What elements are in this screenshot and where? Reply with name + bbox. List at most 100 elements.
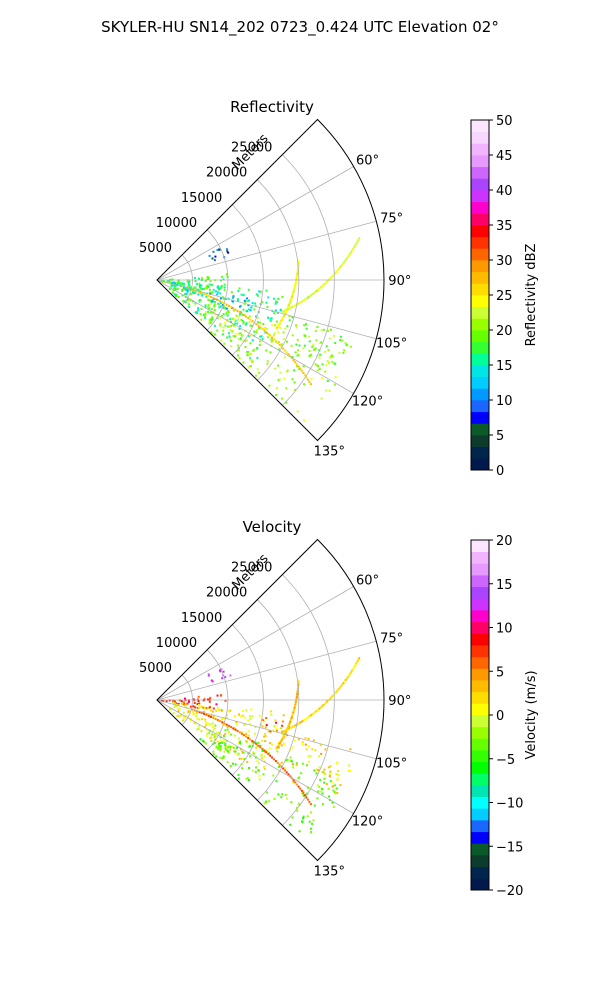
echo-line-cell — [200, 712, 203, 714]
echo-cell — [215, 731, 218, 734]
echo-cell — [268, 333, 271, 336]
theta-tick-label: 75° — [380, 632, 403, 647]
echo-line-cell — [295, 700, 298, 702]
echo-cell — [209, 709, 212, 712]
echo-cell — [204, 280, 207, 283]
echo-cell — [192, 711, 195, 714]
echo-line-cell — [331, 275, 334, 278]
echo-cell — [222, 305, 225, 308]
echo-cell — [263, 735, 266, 738]
echo-cell — [226, 336, 229, 339]
echo-line-cell — [328, 697, 331, 700]
echo-cell — [211, 291, 214, 294]
echo-line-cell — [287, 724, 290, 727]
echo-line-cell — [294, 703, 297, 706]
echo-cell — [223, 286, 226, 289]
echo-line-cell — [341, 683, 344, 686]
echo-cell — [258, 290, 261, 293]
echo-line-cell — [198, 291, 201, 294]
echo-line-cell — [317, 288, 319, 291]
echo-cell — [268, 730, 271, 733]
echo-cell — [209, 299, 212, 302]
echo-line-cell — [297, 260, 300, 263]
echo-cell — [209, 321, 212, 323]
echo-cell — [331, 355, 334, 358]
echo-cell — [301, 762, 304, 765]
echo-cell — [270, 710, 273, 713]
echo-line-cell — [287, 353, 290, 356]
echo-cell — [210, 679, 213, 682]
echo-cell — [259, 321, 261, 324]
echo-cell — [253, 334, 256, 337]
colorbar-swatch — [471, 691, 489, 704]
echo-cell — [182, 701, 185, 704]
echo-cell — [251, 302, 254, 305]
colorbar-swatch — [471, 540, 489, 553]
echo-cell — [245, 732, 248, 735]
echo-cell — [208, 307, 211, 310]
echo-cell — [307, 737, 310, 740]
echo-cell — [182, 300, 185, 303]
echo-cell — [308, 349, 311, 352]
echo-cell — [319, 353, 322, 356]
echo-cell — [200, 318, 203, 321]
echo-cell — [293, 381, 296, 384]
echo-cell — [239, 332, 242, 335]
echo-cell — [250, 353, 253, 356]
echo-line-cell — [280, 765, 283, 768]
echo-line-cell — [296, 270, 299, 273]
echo-cell — [228, 335, 231, 338]
echo-line-cell — [302, 372, 305, 374]
echo-cell — [195, 711, 198, 714]
echo-line-cell — [292, 711, 295, 714]
echo-cell — [261, 757, 264, 760]
echo-line-cell — [257, 744, 260, 747]
echo-cell — [223, 342, 226, 345]
echo-line-cell — [228, 304, 230, 307]
echo-line-cell — [340, 265, 342, 268]
echo-cell — [219, 297, 222, 300]
echo-cell — [245, 777, 248, 780]
echo-cell — [251, 715, 254, 718]
echo-cell — [199, 298, 202, 301]
echo-line-cell — [305, 297, 308, 300]
echo-cell — [200, 730, 203, 733]
echo-cell — [273, 312, 276, 315]
echo-line-cell — [232, 727, 235, 730]
echo-cell — [263, 327, 266, 329]
echo-line-cell — [273, 758, 275, 761]
echo-cell — [173, 284, 175, 287]
echo-cell — [240, 318, 243, 321]
echo-line-cell — [280, 730, 283, 733]
echo-cell — [215, 755, 218, 758]
echo-cell — [210, 300, 213, 303]
echo-cell — [242, 321, 245, 324]
echo-cell — [210, 740, 213, 742]
echo-line-cell — [234, 308, 237, 311]
panel-title: Velocity — [243, 518, 302, 536]
echo-line-cell — [345, 257, 348, 260]
echo-line-cell — [289, 355, 292, 358]
echo-line-cell — [234, 728, 237, 731]
echo-line-cell — [263, 749, 266, 752]
colorbar-swatch — [471, 738, 489, 751]
colorbar-label: Reflectivity dBZ — [524, 244, 539, 347]
echo-line-cell — [319, 706, 322, 709]
echo-cell — [290, 344, 293, 347]
echo-line-cell — [332, 273, 335, 276]
echo-cell — [328, 337, 331, 340]
echo-cell — [219, 316, 222, 319]
echo-line-cell — [308, 715, 311, 718]
echo-line-cell — [247, 737, 250, 740]
echo-line-cell — [285, 310, 288, 313]
echo-cell — [312, 819, 315, 822]
echo-cell — [216, 285, 219, 288]
echo-line-cell — [294, 281, 297, 284]
echo-cell — [323, 777, 326, 780]
echo-cell — [215, 703, 218, 706]
echo-line-cell — [251, 320, 254, 323]
echo-cell — [177, 703, 179, 706]
echo-line-cell — [292, 359, 295, 362]
echo-cell — [196, 312, 199, 315]
echo-line-cell — [196, 710, 199, 713]
